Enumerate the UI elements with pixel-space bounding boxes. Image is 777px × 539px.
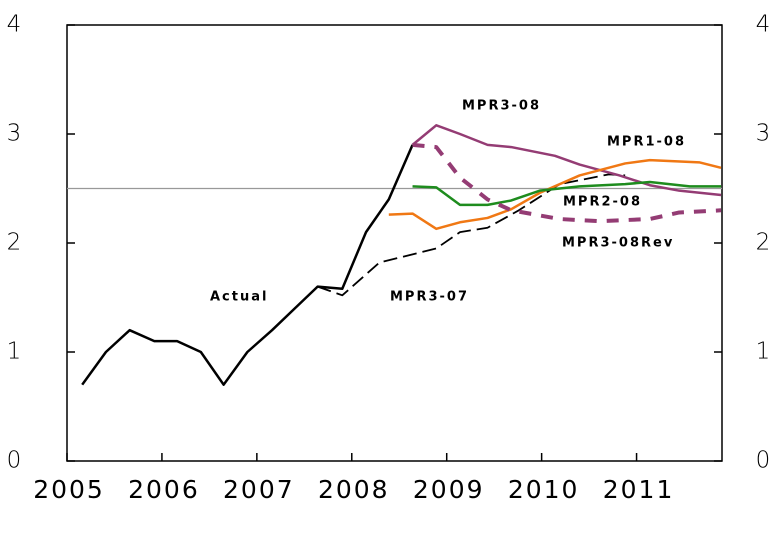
series-label: MPR2-08 [563,195,642,210]
series-label: MPR1-08 [607,135,686,150]
x-tick-label: 2006 [128,475,200,504]
y2-tick-label: 3 [756,121,771,147]
series-line [317,173,626,297]
y-tick-label: 2 [7,230,22,256]
y2-tick-label: 1 [756,339,771,365]
series-label: MPR3-08 [462,99,541,114]
x-tick-label: 2007 [223,475,295,504]
x-tick-label: 2005 [33,475,105,504]
series-line [412,180,722,207]
series-label: Actual [210,290,268,305]
y-tick-label: 4 [7,12,22,38]
series-label: MPR3-08Rev [562,236,674,251]
y-tick-label: 1 [7,339,22,365]
x-tick-label: 2010 [508,475,580,504]
series-line [388,158,722,231]
x-tick-label: 2008 [318,475,390,504]
series-line [81,144,414,386]
y2-tick-label: 4 [756,12,771,38]
x-tick-label: 2009 [413,475,485,504]
y2-tick-label: 0 [756,448,771,474]
series-line [411,124,722,197]
y-tick-label: 0 [7,448,22,474]
y-tick-label: 3 [7,121,22,147]
series-label: MPR3-07 [390,290,469,305]
x-tick-label: 2011 [603,475,675,504]
y2-tick-label: 2 [756,230,771,256]
